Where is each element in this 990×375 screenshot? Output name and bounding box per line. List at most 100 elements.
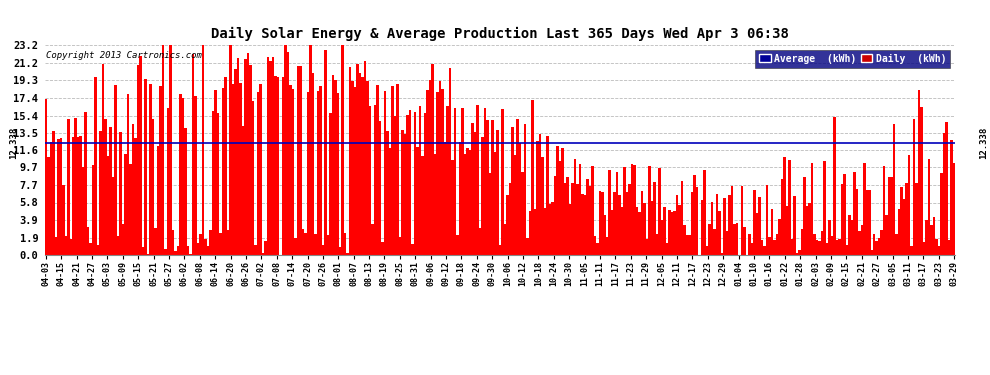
Bar [853,172,855,255]
Bar [519,143,521,255]
Bar [923,242,926,255]
Bar [151,119,154,255]
Bar [548,204,551,255]
Bar [908,154,911,255]
Bar [688,236,691,255]
Bar [931,225,933,255]
Bar [384,91,386,255]
Bar [588,186,591,255]
Bar [207,246,209,255]
Bar [791,238,793,255]
Bar [604,215,606,255]
Bar [626,192,629,255]
Bar [379,121,381,255]
Bar [537,141,539,255]
Bar [386,130,389,255]
Bar [240,83,242,255]
Bar [439,81,442,255]
Bar [194,96,197,255]
Bar [187,246,189,255]
Bar [319,86,322,255]
Bar [936,239,938,255]
Bar [711,202,714,255]
Bar [644,203,645,255]
Bar [217,113,219,255]
Bar [806,206,808,255]
Bar [456,235,458,255]
Bar [409,110,412,255]
Bar [135,138,137,255]
Bar [84,112,87,255]
Bar [532,100,534,255]
Bar [942,133,945,255]
Bar [463,154,466,255]
Bar [952,163,955,255]
Bar [878,238,880,255]
Bar [197,243,199,255]
Bar [371,224,374,255]
Bar [491,120,494,255]
Bar [880,231,883,255]
Bar [668,210,671,255]
Bar [159,86,161,255]
Bar [174,251,177,255]
Bar [841,184,843,255]
Bar [581,194,583,255]
Bar [616,172,619,255]
Bar [69,239,72,255]
Bar [883,166,885,255]
Bar [656,234,658,255]
Bar [496,130,499,255]
Bar [863,164,865,255]
Bar [261,254,264,255]
Bar [401,130,404,255]
Bar [389,148,391,255]
Bar [154,228,156,255]
Bar [758,197,760,255]
Bar [399,237,401,255]
Bar [708,225,711,255]
Bar [147,254,149,255]
Bar [299,66,302,255]
Bar [458,142,461,255]
Bar [120,132,122,255]
Bar [381,242,384,255]
Bar [611,210,614,255]
Bar [297,66,299,255]
Bar [544,208,546,255]
Bar [182,98,184,255]
Bar [468,150,471,255]
Bar [793,196,796,255]
Bar [356,64,359,255]
Bar [865,190,868,255]
Bar [89,243,92,255]
Bar [921,106,923,255]
Bar [913,119,916,255]
Bar [332,75,334,255]
Bar [860,225,863,255]
Bar [788,160,791,255]
Bar [868,190,870,255]
Bar [274,76,276,255]
Bar [99,130,102,255]
Bar [324,51,327,255]
Bar [726,231,729,255]
Bar [361,77,364,255]
Bar [227,230,230,255]
Bar [928,159,931,255]
Bar [476,105,479,255]
Bar [230,45,232,255]
Bar [232,84,235,255]
Bar [798,250,801,255]
Bar [641,191,644,255]
Bar [576,184,578,255]
Bar [621,207,624,255]
Bar [140,56,142,255]
Bar [770,209,773,255]
Bar [501,110,504,255]
Bar [112,177,115,255]
Bar [750,243,753,255]
Bar [594,236,596,255]
Bar [437,93,439,255]
Bar [836,240,839,255]
